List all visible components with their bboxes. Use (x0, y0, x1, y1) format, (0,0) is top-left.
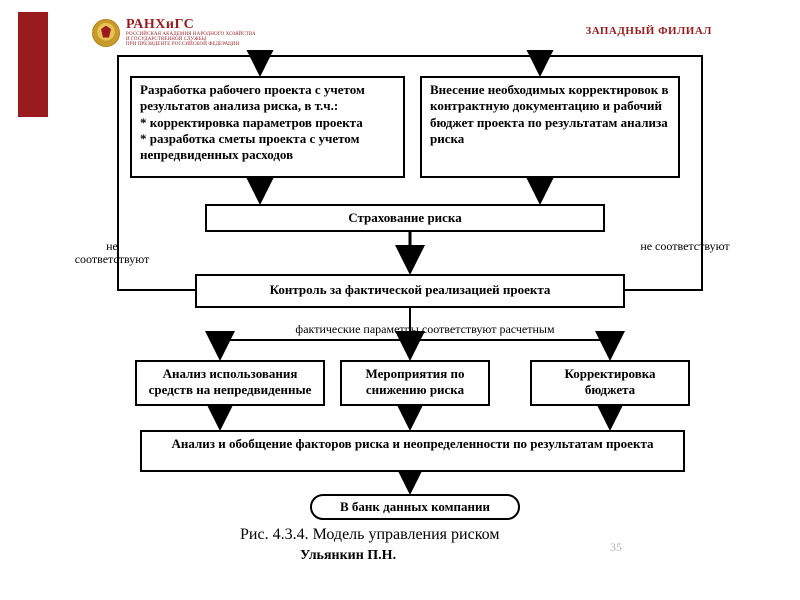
branch-label: ЗАПАДНЫЙ ФИЛИАЛ (585, 25, 712, 37)
node-analysis-reserve: Анализ использования средств на непредви… (135, 360, 325, 406)
node-risk-insurance: Страхование риска (205, 204, 605, 232)
edge-label-mid-yes: фактические параметры соответствуют расч… (260, 322, 590, 337)
node-control: Контроль за фактической реализацией прое… (195, 274, 625, 308)
edge-label-right-no: не соответствуют (640, 240, 730, 253)
edge-label-left-no: не соответствуют (72, 240, 152, 266)
node-budget-correction: Корректировка бюджета (530, 360, 690, 406)
logo-subtitle-3: ПРИ ПРЕЗИДЕНТЕ РОССИЙСКОЙ ФЕДЕРАЦИИ (126, 42, 256, 47)
node-databank: В банк данных компании (310, 494, 520, 520)
flowchart: Разработка рабочего проекта с учетом рез… (110, 50, 710, 560)
logo: РАНХиГС РОССИЙСКАЯ АКАДЕМИЯ НАРОДНОГО ХО… (92, 18, 256, 47)
author-label: Ульянкин П.Н. (300, 548, 396, 564)
node-risk-reduction: Мероприятия по снижению риска (340, 360, 490, 406)
page-number: 35 (610, 540, 622, 555)
figure-caption: Рис. 4.3.4. Модель управления риском (240, 526, 499, 544)
node-summary-analysis: Анализ и обобщение факторов риска и неоп… (140, 430, 685, 472)
node-project-development: Разработка рабочего проекта с учетом рез… (130, 76, 405, 178)
node-contract-adjustments: Внесение необходимых корректировок в кон… (420, 76, 680, 178)
slide-accent-bar (18, 12, 48, 117)
logo-emblem-icon (92, 19, 120, 47)
logo-title: РАНХиГС (126, 18, 256, 32)
